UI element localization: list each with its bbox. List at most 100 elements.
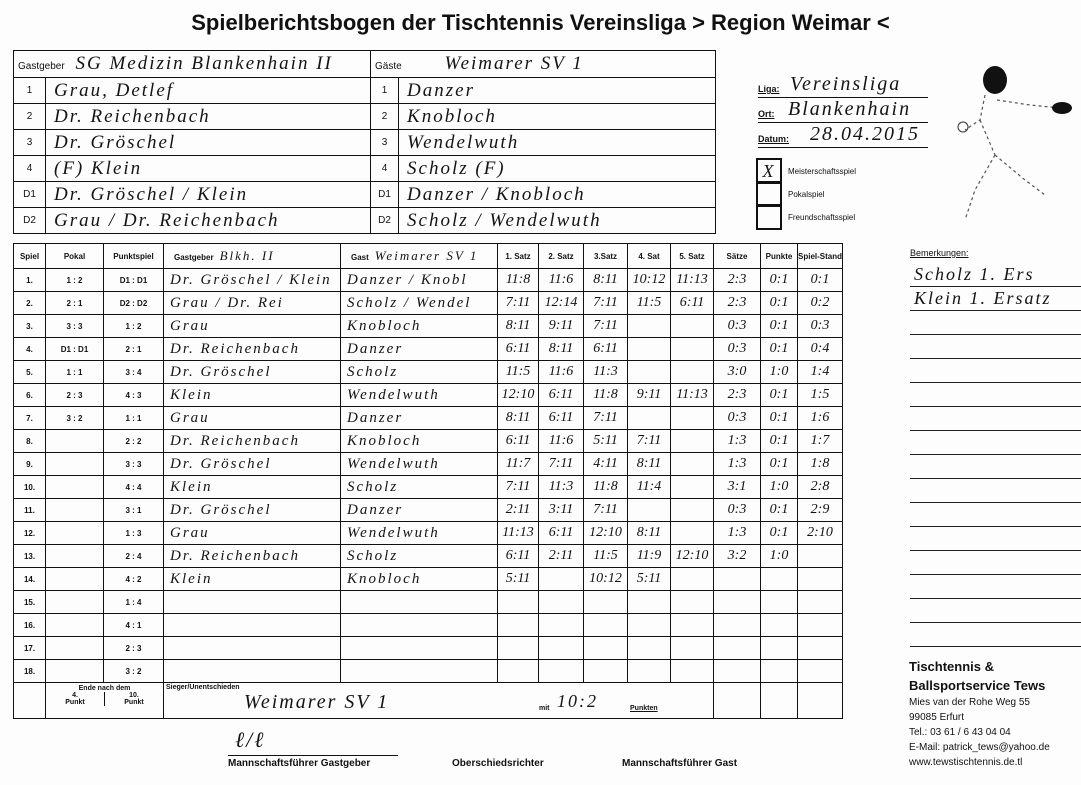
away-player[interactable]: Wendelwuth: [340, 521, 498, 545]
set-1-score[interactable]: 5:11: [497, 567, 539, 591]
set-4-score[interactable]: [627, 659, 671, 683]
set-2-score[interactable]: 3:11: [538, 498, 584, 522]
set-1-score[interactable]: [497, 659, 539, 683]
set-4-score[interactable]: 9:11: [627, 383, 671, 407]
game-type-checkbox[interactable]: X: [756, 158, 782, 184]
set-2-score[interactable]: 11:6: [538, 429, 584, 453]
home-player[interactable]: Dr. Reichenbach: [44, 103, 372, 130]
home-player[interactable]: Dr. Gröschel / Klein: [163, 268, 341, 292]
set-1-score[interactable]: 7:11: [497, 291, 539, 315]
set-5-score[interactable]: 12:10: [670, 544, 714, 568]
set-2-score[interactable]: 6:11: [538, 383, 584, 407]
set-4-score[interactable]: 10:12: [627, 268, 671, 292]
away-player[interactable]: Danzer / Knobl: [340, 268, 498, 292]
set-5-score[interactable]: [670, 475, 714, 499]
company-website[interactable]: www.tewstischtennis.de.tl: [909, 757, 1023, 768]
set-5-score[interactable]: [670, 659, 714, 683]
points-result[interactable]: [760, 613, 798, 637]
set-2-score[interactable]: 6:11: [538, 406, 584, 430]
running-score[interactable]: 1:5: [797, 383, 843, 407]
home-player[interactable]: Dr. Gröschel / Klein: [44, 181, 372, 208]
set-1-score[interactable]: 7:11: [497, 475, 539, 499]
set-4-score[interactable]: [627, 613, 671, 637]
points-result[interactable]: 0:1: [760, 337, 798, 361]
home-player[interactable]: Grau, Detlef: [44, 77, 372, 104]
away-player[interactable]: Scholz (F): [398, 155, 717, 182]
sets-result[interactable]: 3:1: [713, 475, 761, 499]
set-2-score[interactable]: [538, 567, 584, 591]
running-score[interactable]: 0:2: [797, 291, 843, 315]
running-score[interactable]: 2:8: [797, 475, 843, 499]
running-score[interactable]: [797, 567, 843, 591]
away-player[interactable]: Wendelwuth: [340, 383, 498, 407]
set-3-score[interactable]: 4:11: [583, 452, 628, 476]
home-player[interactable]: Dr. Gröschel: [163, 360, 341, 384]
set-1-score[interactable]: 6:11: [497, 429, 539, 453]
home-player[interactable]: Grau: [163, 314, 341, 338]
game-type-checkbox[interactable]: [756, 181, 782, 207]
running-score[interactable]: 1:4: [797, 360, 843, 384]
running-score[interactable]: [797, 544, 843, 568]
set-5-score[interactable]: [670, 337, 714, 361]
home-player[interactable]: Grau: [163, 406, 341, 430]
winner-cell[interactable]: Sieger/Unentschieden Weimarer SV 1 mit 1…: [163, 682, 714, 719]
away-player[interactable]: Danzer / Knobloch: [398, 181, 717, 208]
home-player[interactable]: (F) Klein: [44, 155, 372, 182]
set-2-score[interactable]: [538, 590, 584, 614]
running-score[interactable]: [797, 590, 843, 614]
away-player[interactable]: [340, 659, 498, 683]
home-player[interactable]: Grau / Dr. Reichenbach: [44, 207, 372, 234]
set-5-score[interactable]: [670, 567, 714, 591]
set-2-score[interactable]: [538, 659, 584, 683]
away-player[interactable]: Wendelwuth: [340, 452, 498, 476]
away-player[interactable]: Knobloch: [340, 567, 498, 591]
game-type-option[interactable]: Freundschaftsspiel: [756, 204, 855, 230]
points-result[interactable]: [760, 590, 798, 614]
running-score[interactable]: 1:6: [797, 406, 843, 430]
home-player[interactable]: [163, 613, 341, 637]
remarks-line[interactable]: [910, 504, 1081, 527]
set-3-score[interactable]: 11:8: [583, 475, 628, 499]
set-1-score[interactable]: 12:10: [497, 383, 539, 407]
set-2-score[interactable]: 11:6: [538, 360, 584, 384]
away-player[interactable]: Knobloch: [398, 103, 717, 130]
sets-result[interactable]: 1:3: [713, 429, 761, 453]
set-3-score[interactable]: [583, 613, 628, 637]
running-score[interactable]: 1:8: [797, 452, 843, 476]
remarks-line[interactable]: [910, 624, 1081, 647]
away-player[interactable]: Scholz / Wendel: [340, 291, 498, 315]
set-2-score[interactable]: 8:11: [538, 337, 584, 361]
sets-result[interactable]: 2:3: [713, 268, 761, 292]
away-player[interactable]: Wendelwuth: [398, 129, 717, 156]
sets-result[interactable]: 2:3: [713, 383, 761, 407]
sets-result[interactable]: 0:3: [713, 406, 761, 430]
points-result[interactable]: 0:1: [760, 406, 798, 430]
home-player[interactable]: [163, 590, 341, 614]
set-1-score[interactable]: 6:11: [497, 337, 539, 361]
set-3-score[interactable]: 7:11: [583, 291, 628, 315]
set-1-score[interactable]: [497, 590, 539, 614]
set-5-score[interactable]: [670, 360, 714, 384]
remarks-line[interactable]: [910, 384, 1081, 407]
set-5-score[interactable]: 11:13: [670, 383, 714, 407]
remarks-line[interactable]: [910, 480, 1081, 503]
running-score[interactable]: 0:3: [797, 314, 843, 338]
set-5-score[interactable]: 6:11: [670, 291, 714, 315]
points-result[interactable]: 0:1: [760, 429, 798, 453]
set-5-score[interactable]: [670, 613, 714, 637]
set-1-score[interactable]: [497, 636, 539, 660]
set-4-score[interactable]: 7:11: [627, 429, 671, 453]
remarks-line[interactable]: [910, 432, 1081, 455]
running-score[interactable]: 2:9: [797, 498, 843, 522]
set-5-score[interactable]: [670, 521, 714, 545]
sets-result[interactable]: 2:3: [713, 291, 761, 315]
away-player[interactable]: Danzer: [340, 406, 498, 430]
remarks-line[interactable]: [910, 360, 1081, 383]
points-result[interactable]: [760, 636, 798, 660]
set-3-score[interactable]: 7:11: [583, 498, 628, 522]
set-2-score[interactable]: 12:14: [538, 291, 584, 315]
set-1-score[interactable]: 11:8: [497, 268, 539, 292]
remarks-line[interactable]: Klein 1. Ersatz: [910, 288, 1081, 311]
running-score[interactable]: [797, 659, 843, 683]
game-type-option[interactable]: X Meisterschaftsspiel: [756, 158, 856, 184]
